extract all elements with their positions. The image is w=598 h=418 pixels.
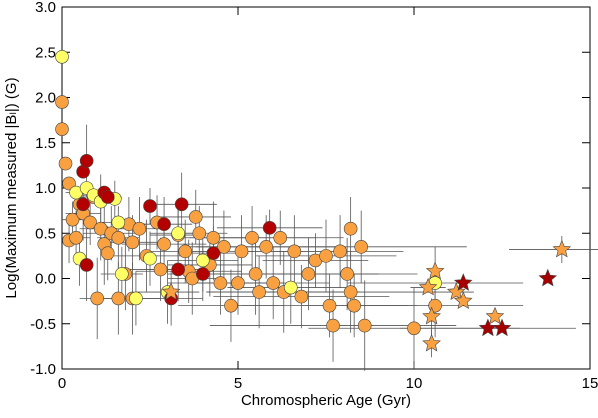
circle-point — [206, 246, 221, 260]
circle-point — [343, 221, 358, 236]
circle-point — [192, 226, 207, 241]
circle-point — [217, 240, 231, 254]
circle-point — [248, 267, 263, 281]
y-tick-label: 2.5 — [35, 44, 56, 61]
circle-point — [79, 258, 94, 272]
y-axis-label: Log(Maximum measured |Bₗ|) (G) — [3, 77, 20, 298]
circle-point — [111, 230, 126, 245]
y-tick-label: -0.5 — [30, 316, 56, 333]
circle-point — [174, 197, 189, 212]
star-point — [425, 261, 445, 280]
x-tick-label: 5 — [234, 375, 242, 392]
circle-point — [83, 215, 97, 230]
circle-point — [196, 267, 210, 281]
circle-point — [326, 318, 340, 333]
circle-point — [357, 318, 372, 333]
circle-point — [100, 190, 115, 204]
circle-point — [153, 262, 168, 277]
circle-point — [55, 95, 69, 109]
star-point — [161, 282, 181, 301]
star-point — [422, 306, 441, 325]
star-point — [492, 318, 512, 337]
circle-point — [132, 221, 147, 236]
x-axis-label: Chromospheric Age (Gyr) — [241, 392, 411, 409]
circle-point — [340, 267, 354, 281]
circle-point — [55, 122, 69, 136]
circle-point — [322, 298, 337, 313]
star-point — [453, 291, 473, 310]
x-tick-label: 10 — [406, 375, 423, 392]
circle-point — [69, 230, 83, 245]
circle-point — [79, 154, 94, 168]
circle-point — [407, 321, 421, 336]
circle-point — [224, 298, 238, 313]
circle-point — [111, 215, 126, 230]
y-tick-label: 2.0 — [35, 90, 56, 107]
y-tick-label: 3.0 — [35, 0, 56, 16]
circle-point — [143, 251, 157, 266]
circle-point — [196, 253, 210, 268]
circle-point — [129, 291, 143, 306]
y-tick-label: -1.0 — [30, 361, 56, 378]
circle-point — [283, 280, 298, 295]
circle-point — [319, 249, 333, 263]
star-point — [478, 318, 498, 337]
y-tick-label: 1.0 — [35, 180, 56, 197]
circle-point — [294, 289, 309, 304]
circle-point — [266, 276, 281, 290]
circle-point — [231, 276, 245, 290]
circle-point — [354, 240, 369, 254]
circle-point — [62, 176, 76, 191]
circle-point — [65, 212, 80, 227]
circle-point — [58, 156, 73, 171]
circle-point — [262, 221, 277, 235]
circle-point — [157, 217, 171, 231]
circle-point — [213, 276, 228, 290]
circle-point — [245, 230, 259, 245]
circle-point — [259, 240, 273, 254]
circle-point — [115, 267, 129, 281]
y-tick-label: 1.5 — [35, 135, 56, 152]
circle-point — [171, 262, 185, 277]
y-tick-label: 0.0 — [35, 271, 56, 288]
circle-point — [55, 49, 69, 64]
star-point — [552, 239, 572, 258]
star-point — [538, 268, 558, 287]
star-point — [453, 273, 473, 291]
circle-point — [234, 244, 249, 259]
star-point — [485, 306, 505, 325]
circle-point — [171, 226, 185, 241]
circle-point — [90, 291, 104, 306]
circle-point — [252, 285, 266, 299]
circle-point — [143, 199, 157, 213]
y-tick-label: 0.5 — [35, 225, 56, 242]
star-point — [446, 282, 466, 301]
circle-point — [347, 298, 361, 313]
circle-point — [333, 244, 347, 259]
circle-point — [343, 285, 358, 299]
circle-point — [125, 235, 140, 250]
circle-point — [287, 244, 302, 259]
circle-point — [273, 230, 288, 245]
circle-point — [188, 210, 203, 224]
circle-point — [100, 246, 115, 260]
star-point — [418, 277, 438, 296]
circle-point — [157, 237, 171, 251]
circle-point — [301, 267, 316, 281]
circle-point — [76, 197, 90, 212]
x-tick-label: 15 — [582, 375, 598, 392]
circle-point — [178, 244, 192, 259]
circle-point — [111, 291, 126, 306]
plot-frame — [61, 6, 591, 370]
x-tick-label: 0 — [58, 375, 66, 392]
circle-point — [206, 230, 221, 245]
star-point — [422, 333, 441, 352]
